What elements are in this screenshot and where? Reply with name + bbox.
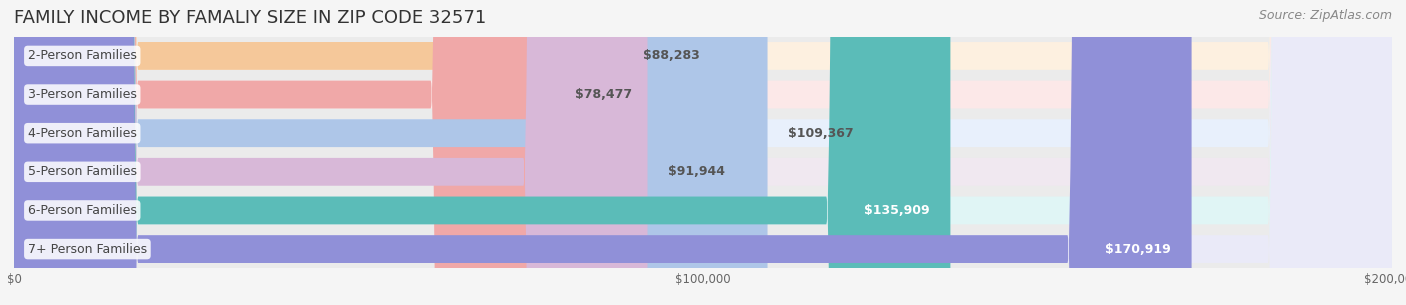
- FancyBboxPatch shape: [14, 0, 1392, 305]
- Text: $91,944: $91,944: [668, 165, 725, 178]
- Text: FAMILY INCOME BY FAMALIY SIZE IN ZIP CODE 32571: FAMILY INCOME BY FAMALIY SIZE IN ZIP COD…: [14, 9, 486, 27]
- FancyBboxPatch shape: [14, 0, 1392, 305]
- FancyBboxPatch shape: [14, 0, 648, 305]
- FancyBboxPatch shape: [14, 0, 623, 305]
- Text: Source: ZipAtlas.com: Source: ZipAtlas.com: [1258, 9, 1392, 22]
- Text: 7+ Person Families: 7+ Person Families: [28, 242, 148, 256]
- FancyBboxPatch shape: [14, 0, 1392, 305]
- Text: 3-Person Families: 3-Person Families: [28, 88, 136, 101]
- Text: 2-Person Families: 2-Person Families: [28, 49, 136, 63]
- Text: $88,283: $88,283: [643, 49, 700, 63]
- Text: $135,909: $135,909: [865, 204, 929, 217]
- FancyBboxPatch shape: [14, 0, 1392, 305]
- Text: 6-Person Families: 6-Person Families: [28, 204, 136, 217]
- FancyBboxPatch shape: [14, 0, 1392, 305]
- FancyBboxPatch shape: [14, 0, 768, 305]
- Text: $109,367: $109,367: [789, 127, 853, 140]
- FancyBboxPatch shape: [14, 0, 950, 305]
- Text: 4-Person Families: 4-Person Families: [28, 127, 136, 140]
- FancyBboxPatch shape: [14, 0, 1392, 305]
- FancyBboxPatch shape: [14, 0, 1192, 305]
- Text: 5-Person Families: 5-Person Families: [28, 165, 136, 178]
- Text: $170,919: $170,919: [1105, 242, 1171, 256]
- FancyBboxPatch shape: [14, 0, 555, 305]
- Text: $78,477: $78,477: [575, 88, 633, 101]
